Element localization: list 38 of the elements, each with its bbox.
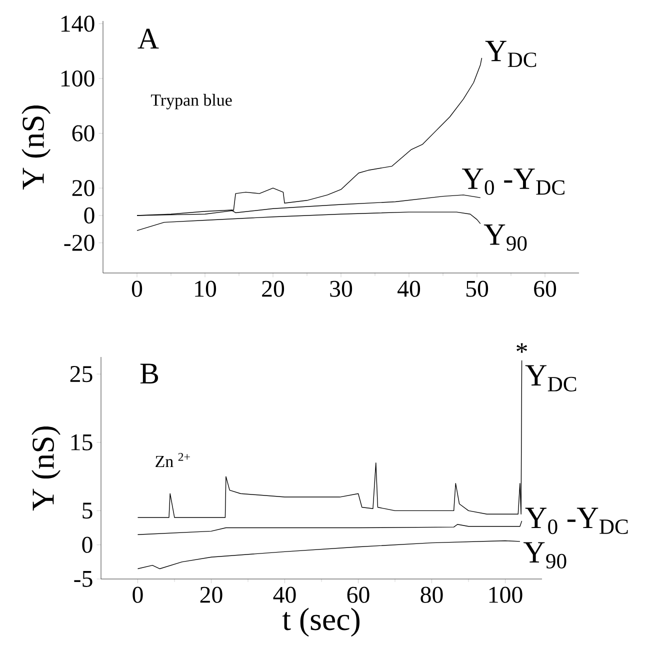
x-tick-label: 60: [347, 586, 370, 603]
annotation: Zn $^{2+}$: [156, 452, 190, 468]
series-label: Y$_{0}$ -Y$_{DC}$: [462, 168, 564, 195]
series-label: Y$_{DC}$: [525, 365, 576, 392]
annotation: A: [138, 28, 159, 48]
series-label: Y$_{90}$: [484, 224, 527, 251]
x-tick-label: 20: [200, 586, 222, 603]
y-tick-label: 0: [82, 536, 92, 553]
x-tick-label: 80: [420, 586, 443, 603]
x-tick-label: 10: [195, 280, 216, 297]
y-tick-label: -5: [74, 571, 92, 587]
annotation: B: [140, 364, 158, 384]
annotation: Trypan blue: [151, 94, 232, 110]
y-tick-label: 5: [82, 502, 92, 519]
series-label: Y$_{DC}$: [485, 40, 536, 68]
x-axis-title: t (sec): [282, 608, 360, 637]
x-tick-label: 0: [132, 280, 142, 297]
y-tick-label: -20: [64, 234, 94, 251]
y-tick-label: 15: [71, 434, 92, 450]
series-label: Y$_{0}$ -Y$_{DC}$: [525, 508, 628, 534]
x-tick-label: 100: [489, 586, 522, 603]
annotation: *: [516, 343, 528, 353]
x-tick-label: 40: [273, 586, 296, 603]
y-tick-label: 20: [72, 180, 94, 196]
x-tick-label: 50: [466, 280, 488, 297]
y-tick-label: 25: [70, 366, 92, 382]
y-tick-label: 60: [72, 125, 94, 142]
series-label: Y$_{90}$: [523, 542, 566, 569]
y-tick-label: 140: [61, 16, 94, 32]
y-axis-title: Y (nS): [32, 426, 60, 511]
x-tick-label: 20: [262, 280, 284, 297]
y-axis-title: Y (nS): [22, 105, 51, 190]
x-tick-label: 30: [330, 280, 352, 297]
x-tick-label: 60: [534, 280, 556, 297]
y-tick-label: 100: [61, 70, 94, 87]
x-tick-label: 0: [132, 586, 143, 603]
x-tick-label: 40: [398, 280, 420, 297]
y-tick-label: 0: [84, 207, 94, 224]
